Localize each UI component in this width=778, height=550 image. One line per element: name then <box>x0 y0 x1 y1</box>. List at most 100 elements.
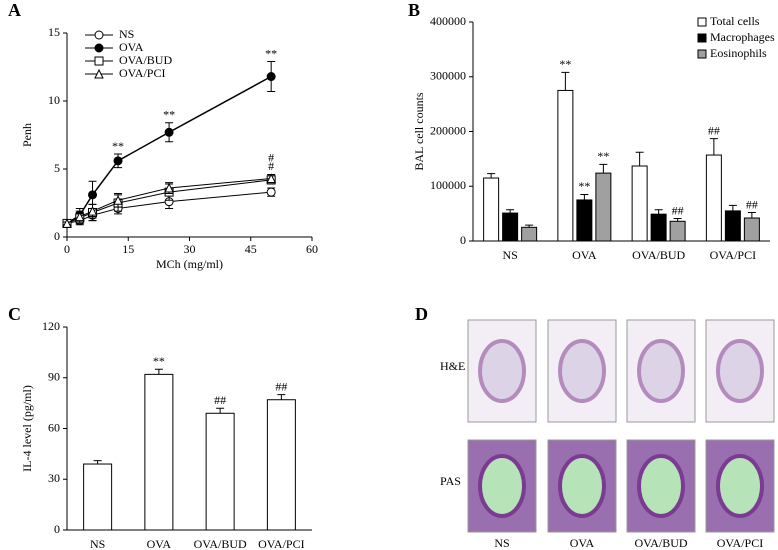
marker <box>62 218 72 228</box>
marker <box>266 72 276 82</box>
y-axis-label: Penh <box>20 123 34 147</box>
legend-label: NS <box>119 27 134 41</box>
annotation: # <box>268 159 274 173</box>
y-tick-label: 5 <box>54 161 60 175</box>
marker <box>113 156 123 166</box>
y-tick-label: 120 <box>42 319 60 333</box>
x-tick-label: 30 <box>184 242 196 256</box>
x-tick-label: OVA <box>147 537 172 550</box>
marker <box>164 182 174 193</box>
y-tick-label: 0 <box>54 522 60 536</box>
panel-label: C <box>8 304 21 324</box>
bar <box>144 373 174 531</box>
bar <box>557 89 574 242</box>
panel-label: D <box>415 304 428 324</box>
annotation: ** <box>578 179 590 193</box>
y-axis-label: BAL cell counts <box>412 92 426 171</box>
marker <box>266 173 276 184</box>
legend-label: OVA/BUD <box>119 53 172 67</box>
bar <box>521 226 538 242</box>
annotation: ## <box>672 203 684 217</box>
x-tick-label: NS <box>90 537 105 550</box>
marker <box>266 187 276 197</box>
legend-swatch <box>697 33 707 43</box>
annotation: ** <box>153 354 165 368</box>
legend-label: Macrophages <box>710 30 775 44</box>
marker <box>94 56 104 66</box>
marker <box>87 206 98 216</box>
bar <box>705 154 722 242</box>
x-tick-label: OVA/PCI <box>258 537 304 550</box>
x-tick-label: NS <box>502 248 517 262</box>
airway <box>478 454 526 518</box>
x-tick-label: OVA/PCI <box>710 248 756 262</box>
marker <box>94 43 104 53</box>
panel-label: A <box>8 0 21 20</box>
marker <box>74 211 85 222</box>
y-tick-label: 30 <box>48 471 60 485</box>
annotation: ** <box>597 149 609 163</box>
legend-label: OVA <box>119 40 144 54</box>
x-tick-label: 60 <box>306 242 318 256</box>
bar <box>266 399 296 531</box>
y-tick-label: 300000 <box>430 69 466 83</box>
annotation: ** <box>112 139 124 153</box>
y-tick-label: 200000 <box>430 123 466 137</box>
bar <box>83 463 113 531</box>
annotation: ## <box>275 379 287 393</box>
marker <box>94 30 104 40</box>
row-label: PAS <box>440 474 461 488</box>
x-axis-label: MCh (mg/ml) <box>156 257 223 271</box>
bar <box>669 220 686 242</box>
column-label: OVA/PCI <box>717 536 763 550</box>
airway <box>716 454 764 518</box>
legend-label: Eosinophils <box>710 46 767 60</box>
bar <box>483 177 500 242</box>
airway <box>637 339 685 403</box>
x-tick-label: OVA/BUD <box>632 248 685 262</box>
annotation: ** <box>559 57 571 71</box>
x-tick-label: OVA <box>572 248 597 262</box>
y-tick-label: 90 <box>48 370 60 384</box>
annotation: ## <box>708 123 720 137</box>
airway <box>478 339 526 403</box>
legend-label: Total cells <box>710 14 760 28</box>
bar <box>205 412 235 531</box>
y-axis-label: IL-4 level (pg/ml) <box>20 385 34 472</box>
x-tick-label: 45 <box>245 242 257 256</box>
x-tick-label: 0 <box>64 242 70 256</box>
y-tick-label: 0 <box>460 233 466 247</box>
legend-swatch <box>697 49 707 59</box>
airway <box>558 339 606 403</box>
y-tick-label: 10 <box>48 93 60 107</box>
annotation: ## <box>746 197 758 211</box>
marker <box>113 195 123 205</box>
column-label: NS <box>494 536 509 550</box>
bar <box>724 210 741 242</box>
column-label: OVA/BUD <box>634 536 687 550</box>
marker <box>164 127 174 137</box>
y-tick-label: 0 <box>54 229 60 243</box>
row-label: H&E <box>440 359 465 373</box>
y-tick-label: 60 <box>48 420 60 434</box>
marker <box>88 190 98 200</box>
airway <box>637 454 685 518</box>
panel-label: B <box>408 0 420 20</box>
annotation: ## <box>214 393 226 407</box>
bar <box>595 172 612 242</box>
annotation: ** <box>163 108 175 122</box>
bar <box>650 213 667 242</box>
legend-swatch <box>697 17 707 27</box>
y-tick-label: 100000 <box>430 178 466 192</box>
bar <box>576 199 593 242</box>
x-tick-label: 15 <box>122 242 134 256</box>
x-tick-label: OVA/BUD <box>194 537 247 550</box>
airway <box>716 339 764 403</box>
bar <box>502 212 519 242</box>
bar <box>631 165 648 242</box>
annotation: ** <box>265 46 277 60</box>
annotation: # <box>268 151 274 165</box>
legend-label: OVA/PCI <box>119 66 165 80</box>
bar <box>743 217 760 242</box>
